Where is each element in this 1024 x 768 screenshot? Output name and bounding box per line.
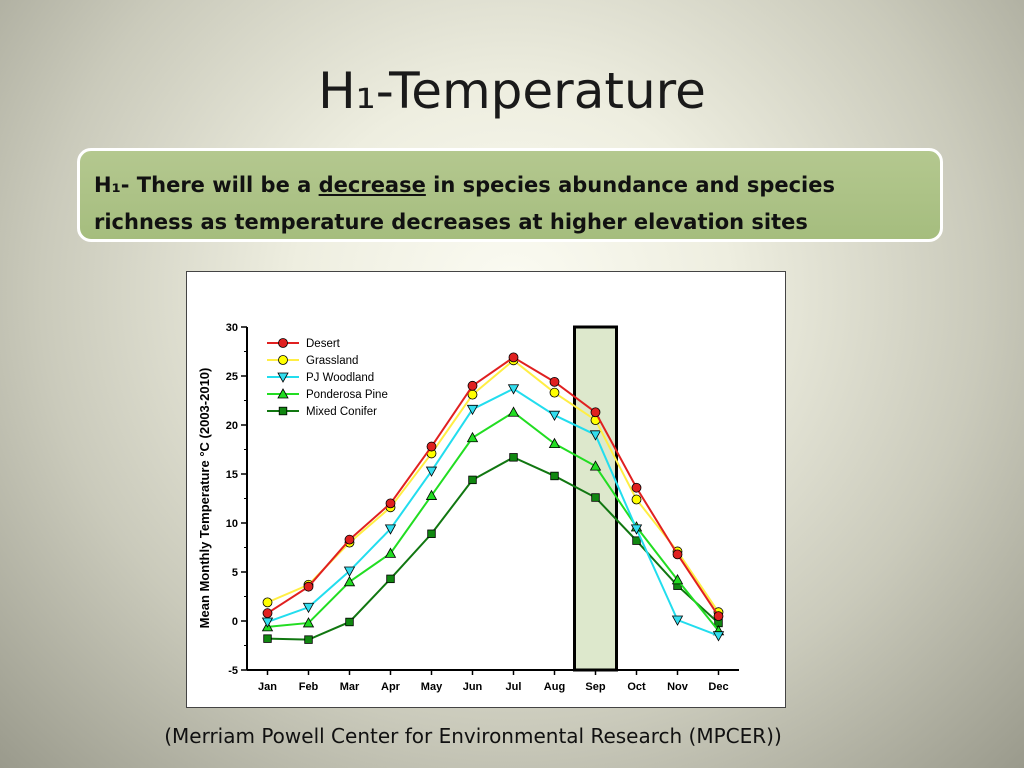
x-tick-label-apr: Apr — [381, 681, 401, 693]
data-point-mixed-conifer-jun — [468, 475, 477, 485]
x-tick-label-dec: Dec — [708, 681, 728, 693]
data-point-mixed-conifer-jul — [509, 453, 518, 462]
series-line-grassland — [267, 359, 720, 613]
legend-entry-ponderosa-pine: Ponderosa Pine — [267, 388, 388, 401]
data-point-grassland-aug — [549, 387, 560, 398]
data-point-pj-woodland-jul — [507, 384, 520, 395]
series-pj-woodland — [261, 384, 725, 642]
data-point-mixed-conifer-oct — [632, 536, 641, 545]
data-point-desert-jan — [262, 608, 273, 619]
hypothesis-emphasis: decrease — [318, 173, 426, 197]
hypothesis-suffix: in species abundance and species richnes… — [94, 173, 835, 234]
legend-label: PJ Woodland — [306, 372, 374, 384]
legend-layer: Desert Grassland PJ Woodland Ponderosa Pine… — [267, 338, 388, 418]
data-point-mixed-conifer-apr — [386, 574, 395, 584]
series-line-desert — [266, 356, 720, 617]
data-point-desert-nov — [672, 549, 683, 560]
x-tick-label-oct: Oct — [627, 681, 646, 693]
x-tick-label-feb: Feb — [299, 681, 319, 693]
hypothesis-box: H₁- There will be a decrease in species … — [77, 148, 943, 242]
x-tick-label-mar: Mar — [340, 681, 360, 693]
data-point-mixed-conifer-mar — [345, 617, 354, 627]
legend-label: Grassland — [306, 355, 358, 367]
legend-entry-pj-woodland: PJ Woodland — [267, 372, 374, 384]
data-point-ponderosa-pine-nov — [671, 574, 684, 585]
y-tick-label: 20 — [226, 420, 238, 432]
data-point-pj-woodland-apr — [384, 524, 397, 535]
x-tick-label-may: May — [421, 681, 443, 693]
series-desert — [262, 352, 724, 622]
legend-marker — [277, 388, 289, 399]
y-tick-label: 15 — [226, 469, 238, 481]
x-tick-label-jul: Jul — [506, 681, 522, 693]
data-point-ponderosa-pine-sep — [589, 460, 602, 471]
data-point-mixed-conifer-jan — [263, 634, 272, 643]
data-point-pj-woodland-oct — [630, 524, 643, 535]
series-layer — [261, 352, 725, 644]
data-point-ponderosa-pine-jul — [507, 406, 520, 417]
data-point-ponderosa-pine-apr — [384, 547, 397, 558]
x-tick-label-aug: Aug — [544, 681, 565, 693]
data-point-ponderosa-pine-feb — [302, 617, 315, 628]
hypothesis-prefix: H₁- There will be a — [94, 173, 319, 197]
data-point-pj-woodland-feb — [302, 602, 315, 614]
legend-label: Mixed Conifer — [306, 406, 377, 418]
y-tick-label: 10 — [226, 518, 238, 530]
slide-title: H₁-Temperature — [318, 62, 706, 120]
data-point-pj-woodland-dec — [712, 631, 725, 642]
data-point-grassland-jan — [262, 597, 273, 608]
data-point-ponderosa-pine-jun — [466, 431, 479, 443]
data-point-desert-feb — [303, 581, 314, 592]
data-point-pj-woodland-jun — [466, 404, 479, 416]
data-point-grassland-oct — [631, 494, 642, 505]
data-point-mixed-conifer-may — [427, 529, 436, 538]
data-point-ponderosa-pine-may — [425, 489, 438, 500]
legend-entry-mixed-conifer: Mixed Conifer — [267, 406, 377, 418]
legend-marker — [278, 338, 288, 348]
data-point-pj-woodland-sep — [589, 430, 602, 441]
data-point-pj-woodland-nov — [671, 615, 684, 626]
series-line-mixed-conifer — [267, 456, 720, 641]
data-point-mixed-conifer-sep — [591, 493, 600, 502]
data-point-desert-oct — [631, 482, 642, 493]
x-tick-label-nov: Nov — [667, 681, 689, 693]
y-axis-label: Mean Monthly Temperature °C (2003-2010) — [197, 368, 212, 629]
data-point-pj-woodland-may — [425, 466, 438, 477]
data-point-desert-sep — [590, 407, 601, 418]
y-tick-label: 25 — [226, 371, 238, 383]
temperature-chart: -5 0 5 10 15 20 25 30 Jan Feb Mar Apr May Jun Jul Aug Se… — [197, 322, 739, 693]
legend-entry-grassland: Grassland — [267, 355, 358, 367]
y-tick-label: 0 — [232, 616, 238, 628]
y-tick-label: 5 — [232, 567, 238, 579]
chart-frame: -5 0 5 10 15 20 25 30 Jan Feb Mar Apr May Jun Jul Aug Se… — [186, 271, 786, 708]
legend-marker — [277, 372, 289, 383]
axis-layer: -5 0 5 10 15 20 25 30 Jan Feb Mar Apr May Jun Jul Aug Se… — [226, 322, 739, 693]
legend-marker — [278, 355, 288, 365]
x-tick-label-sep: Sep — [585, 681, 605, 693]
y-tick-label: 30 — [226, 322, 238, 334]
data-point-ponderosa-pine-aug — [548, 437, 561, 449]
data-point-desert-dec — [713, 611, 724, 622]
data-point-mixed-conifer-aug — [550, 471, 559, 481]
data-point-desert-jun — [467, 380, 478, 391]
data-point-desert-jul — [508, 352, 519, 363]
data-point-mixed-conifer-feb — [304, 635, 313, 644]
x-tick-label-jan: Jan — [258, 681, 277, 693]
data-point-desert-aug — [549, 376, 560, 387]
data-point-pj-woodland-aug — [548, 410, 561, 422]
legend-marker — [278, 406, 288, 416]
data-point-desert-apr — [385, 498, 396, 509]
series-line-ponderosa-pine — [267, 411, 720, 632]
x-tick-label-jun: Jun — [463, 681, 483, 693]
data-point-desert-may — [426, 441, 437, 452]
source-citation: (Merriam Powell Center for Environmental… — [164, 724, 782, 748]
y-tick-label: -5 — [228, 665, 238, 677]
data-point-ponderosa-pine-mar — [343, 575, 356, 587]
legend-entry-desert: Desert — [267, 338, 341, 350]
legend-label: Desert — [306, 338, 341, 350]
data-point-pj-woodland-mar — [343, 566, 356, 577]
data-point-desert-mar — [344, 534, 355, 545]
series-line-pj-woodland — [267, 387, 719, 637]
legend-label: Ponderosa Pine — [306, 389, 388, 401]
